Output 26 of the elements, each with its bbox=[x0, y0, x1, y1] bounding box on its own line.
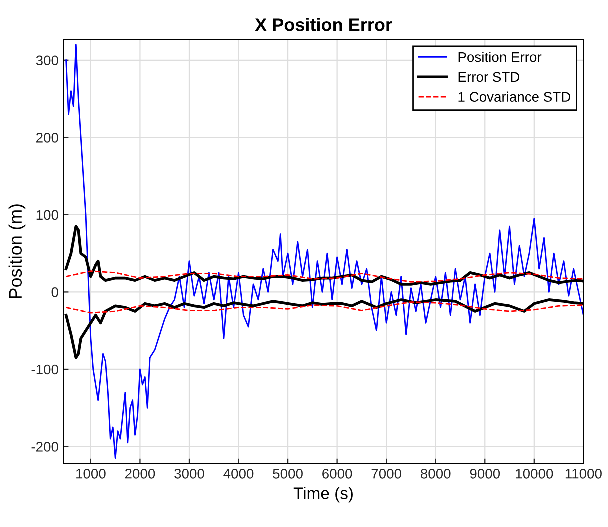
chart-title: X Position Error bbox=[255, 18, 392, 32]
line-series bbox=[66, 302, 584, 314]
x-tick-label: 10000 bbox=[516, 468, 554, 479]
x-tick-label: 5000 bbox=[273, 468, 303, 479]
y-axis-title: Position (m) bbox=[8, 204, 26, 298]
line-series bbox=[66, 270, 584, 283]
x-tick-label: 3000 bbox=[174, 468, 204, 479]
x-tick-label: 7000 bbox=[372, 468, 402, 479]
x-tick-label: 4000 bbox=[224, 468, 254, 479]
y-tick-label: 0 bbox=[52, 288, 58, 298]
legend-label: 1 Covariance STD bbox=[458, 92, 571, 102]
x-tick-label: 1000 bbox=[76, 468, 106, 479]
x-axis-title: Time (s) bbox=[294, 487, 353, 503]
legend-label: Error STD bbox=[458, 72, 520, 82]
x-tick-label: 2000 bbox=[125, 468, 156, 479]
legend-label: Position Error bbox=[458, 52, 542, 62]
x-tick-label: 8000 bbox=[421, 468, 451, 479]
y-tick-label: 300 bbox=[36, 56, 58, 66]
y-tick-label: 100 bbox=[36, 210, 58, 220]
y-tick-label: -100 bbox=[32, 364, 58, 375]
x-tick-label: 11000 bbox=[566, 468, 602, 479]
x-tick-label: 6000 bbox=[322, 468, 352, 479]
y-tick-label: 200 bbox=[36, 132, 58, 143]
x-tick-label: 9000 bbox=[470, 468, 500, 479]
y-tick-label: -200 bbox=[32, 442, 58, 452]
line-series bbox=[66, 44, 584, 460]
